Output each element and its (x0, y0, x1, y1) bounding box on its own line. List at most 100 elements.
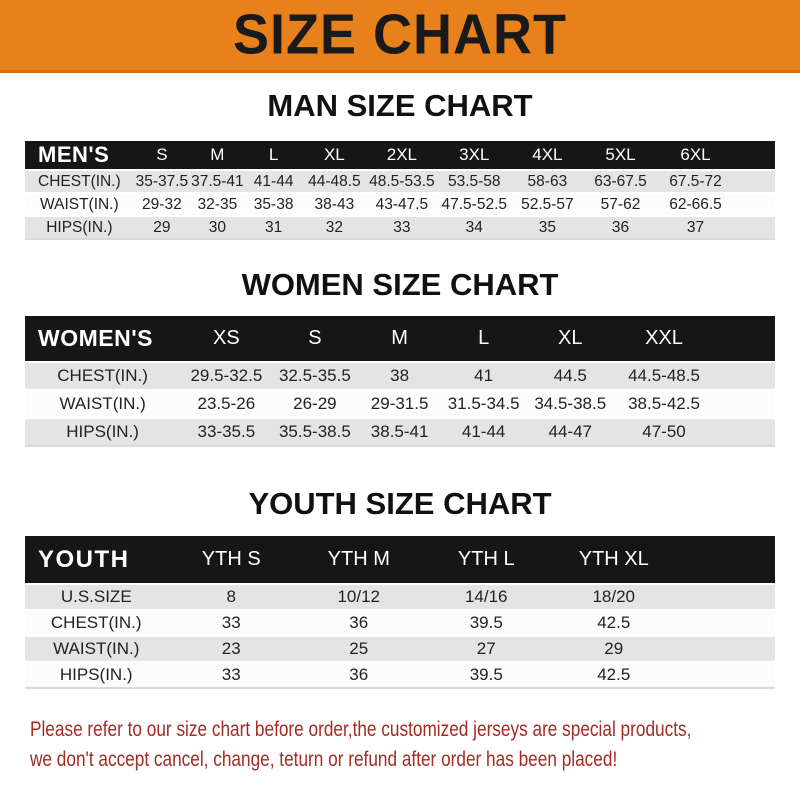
value-cell: 35-37.5 (135, 172, 189, 190)
value-cell: 38 (390, 366, 410, 385)
value-cell: 48.5-53.5 (369, 172, 435, 190)
size-column-header: XL (558, 327, 583, 349)
size-column-header: XS (213, 327, 240, 349)
row-label-cell: WAIST(IN.) (40, 195, 119, 213)
value-cell: 41-44 (253, 172, 294, 190)
value-cell: 29.5-32.5 (190, 366, 263, 385)
men-size-table: MEN'S S M L XL 2XL 3XL 4XL 5XL 6XL CHEST(IN.) 35-37… (25, 141, 775, 240)
row-label-cell: CHEST(IN.) (50, 613, 142, 632)
size-column-header: S (156, 145, 168, 164)
size-header-row: WOMEN'S XS S M L XL XXL (25, 316, 775, 362)
size-header-row: YOUTH YTH S YTH M YTH L YTH XL (25, 536, 775, 584)
size-column-header: YTH XL (578, 548, 649, 570)
size-chart-banner: SIZE CHART (0, 0, 800, 73)
size-column-header: 6XL (680, 145, 711, 164)
value-cell: 27 (476, 639, 496, 658)
spacer-cell (734, 141, 775, 170)
row-label-cell: CHEST(IN.) (57, 366, 148, 385)
measurement-row: WAIST(IN.) 23.5-26 26-29 29-31.5 31.5-34.5 34… (25, 390, 775, 418)
table-title-cell: WOMEN'S (38, 325, 154, 351)
women-size-table: WOMEN'S XS S M L XL XXL CHEST(IN.) 29.5-32.5 32.5… (25, 316, 775, 447)
value-cell: 35 (538, 218, 556, 236)
value-cell: 39.5 (469, 613, 503, 632)
size-column-header: 2XL (386, 145, 417, 164)
measurement-row: HIPS(IN.) 29 30 31 32 33 34 35 36 37 (25, 216, 775, 239)
value-cell: 47.5-52.5 (441, 195, 508, 213)
value-cell: 41-44 (461, 422, 506, 441)
row-label-cell: CHEST(IN.) (38, 172, 121, 190)
table-title-cell: YOUTH (38, 545, 130, 573)
value-cell: 32-35 (197, 195, 238, 213)
spacer-cell (678, 536, 776, 584)
women-size-chart-title: WOMEN SIZE CHART (241, 267, 559, 302)
measurement-row: CHEST(IN.) 35-37.5 37.5-41 41-44 44-48.5 48.5… (25, 170, 775, 193)
value-cell: 58-63 (527, 172, 568, 190)
value-cell: 44.5-48.5 (628, 366, 700, 385)
disclaimer-line-1: Please refer to our size chart before or… (30, 718, 692, 741)
value-cell: 32 (325, 218, 343, 236)
value-cell: 18/20 (592, 587, 636, 606)
value-cell: 34 (465, 218, 483, 236)
spacer-cell (678, 610, 776, 636)
value-cell: 29 (153, 218, 171, 236)
spacer-cell (713, 418, 775, 446)
value-cell: 39.5 (469, 665, 503, 684)
value-cell: 36 (349, 613, 369, 632)
size-column-header: L (478, 327, 490, 349)
value-cell: 36 (611, 218, 630, 236)
value-cell: 33 (221, 665, 241, 684)
spacer-cell (678, 584, 776, 610)
size-column-header: M (391, 327, 408, 349)
value-cell: 29 (604, 639, 624, 658)
disclaimer: Please refer to our size chart before or… (30, 715, 800, 775)
row-label-cell: HIPS(IN.) (46, 218, 113, 236)
size-column-header: XXL (645, 327, 683, 349)
value-cell: 31 (265, 218, 283, 236)
value-cell: 47-50 (642, 422, 686, 441)
value-cell: 57-62 (600, 195, 641, 213)
size-column-header: 4XL (532, 145, 563, 164)
value-cell: 29-32 (142, 195, 182, 213)
spacer-cell (734, 193, 775, 216)
value-cell: 52.5-57 (521, 195, 574, 213)
value-cell: 34.5-38.5 (534, 394, 607, 413)
value-cell: 33 (393, 218, 411, 236)
size-column-header: YTH L (457, 548, 515, 570)
value-cell: 29-31.5 (370, 394, 429, 413)
row-label-cell: HIPS(IN.) (66, 422, 139, 441)
value-cell: 35-38 (253, 195, 294, 213)
value-cell: 41 (474, 366, 494, 385)
value-cell: 36 (349, 665, 369, 684)
value-cell: 67.5-72 (669, 172, 722, 190)
row-label-cell: WAIST(IN.) (53, 639, 140, 658)
value-cell: 32.5-35.5 (278, 366, 351, 385)
value-cell: 33 (221, 613, 241, 632)
disclaimer-line-2: we don't accept cancel, change, teturn o… (30, 748, 618, 771)
size-header-row: MEN'S S M L XL 2XL 3XL 4XL 5XL 6XL (25, 141, 775, 170)
value-cell: 38.5-42.5 (628, 394, 700, 413)
measurement-row: HIPS(IN.) 33-35.5 35.5-38.5 38.5-41 41-44 44-… (25, 418, 775, 446)
size-column-header: M (210, 145, 225, 164)
spacer-cell (678, 636, 776, 662)
spacer-cell (734, 170, 775, 193)
size-column-header: 3XL (459, 145, 490, 164)
row-label-cell: HIPS(IN.) (59, 665, 133, 684)
man-size-chart-title: MAN SIZE CHART (267, 88, 533, 123)
value-cell: 30 (208, 218, 226, 236)
value-cell: 62-66.5 (669, 195, 722, 213)
size-column-header: L (268, 145, 279, 164)
value-cell: 37 (686, 218, 705, 236)
size-column-header: S (308, 327, 322, 349)
value-cell: 63-67.5 (594, 172, 647, 190)
value-cell: 42.5 (597, 665, 631, 684)
row-label-cell: WAIST(IN.) (59, 394, 146, 413)
measurement-row: CHEST(IN.) 33 36 39.5 42.5 (25, 610, 775, 636)
value-cell: 35.5-38.5 (278, 422, 351, 441)
spacer-cell (713, 316, 775, 362)
size-column-header: XL (323, 145, 345, 164)
measurement-row: HIPS(IN.) 33 36 39.5 42.5 (25, 662, 775, 688)
value-cell: 37.5-41 (191, 172, 244, 190)
value-cell: 44-47 (548, 422, 592, 441)
value-cell: 38.5-41 (370, 422, 429, 441)
measurement-row: U.S.SIZE 8 10/12 14/16 18/20 (25, 584, 775, 610)
